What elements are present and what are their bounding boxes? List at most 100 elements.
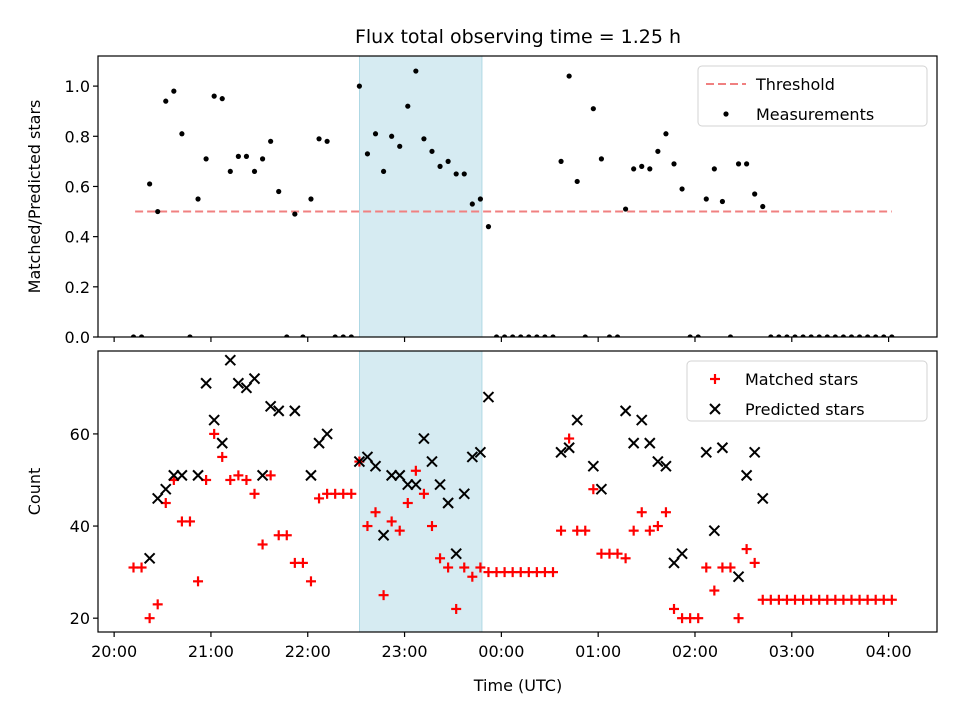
x-b [224, 354, 237, 366]
matched-star-point [636, 507, 647, 518]
measurement-point [138, 334, 145, 337]
matched-star-point [725, 562, 736, 573]
matched-star-point [217, 451, 228, 462]
x-b [748, 446, 761, 459]
matched-star-point [644, 525, 655, 536]
x-b [248, 372, 261, 385]
measurement-point [453, 171, 459, 177]
matched-star-point [265, 470, 276, 481]
series-dot [130, 68, 895, 337]
x-b [200, 377, 212, 389]
measurement-point [163, 98, 169, 104]
matched-star-point [435, 553, 446, 564]
measurement-point [784, 334, 790, 337]
measurement-point [792, 334, 798, 337]
measurement-point [171, 88, 177, 94]
predicted-star-point [313, 437, 325, 449]
predicted-star-point [377, 529, 390, 541]
predicted-star-point [216, 437, 228, 449]
matched-star-point [652, 521, 663, 532]
y-tick-label: 1.0 [65, 77, 90, 96]
measurement-point [719, 198, 726, 205]
x-b [716, 442, 729, 454]
measurement-point [873, 334, 879, 337]
x-tick-label: 04:00 [866, 642, 912, 661]
matched-star-point [475, 562, 486, 573]
x-b [563, 442, 575, 454]
legend-x-b [709, 403, 721, 415]
predicted-star-point [587, 460, 600, 472]
legend-label: Threshold [755, 75, 835, 94]
predicted-star-point [176, 469, 188, 482]
predicted-star-point [716, 442, 729, 454]
measurement-point [155, 208, 161, 215]
measurement-point [518, 334, 524, 337]
x-tick-label: 00:00 [478, 642, 524, 661]
measurement-point [251, 168, 258, 175]
predicted-star-point [450, 547, 462, 560]
measurement-point [461, 171, 467, 177]
predicted-star-point [418, 432, 430, 445]
x-b [732, 571, 745, 583]
x-b [700, 446, 712, 459]
predicted-star-point [305, 469, 317, 482]
measurement-point [671, 161, 677, 167]
plot-area [128, 351, 897, 632]
predicted-star-point [482, 391, 495, 403]
measurement-point [631, 166, 637, 172]
measurement-point [558, 158, 564, 164]
matched-star-point [209, 428, 220, 439]
x-b [458, 488, 470, 500]
matched-star-point [281, 530, 292, 541]
matched-star-point [741, 544, 752, 555]
measurement-point [574, 178, 580, 185]
predicted-star-point [660, 460, 672, 472]
predicted-star-point [595, 483, 608, 495]
predicted-star-point [644, 437, 656, 449]
measurement-point [332, 334, 338, 337]
measurement-point [259, 156, 266, 162]
matched-star-point [612, 548, 623, 559]
measurement-point [695, 334, 701, 337]
x-b [450, 547, 462, 560]
measurement-point [614, 334, 621, 337]
predicted-star-point [563, 442, 575, 454]
predicted-star-point [273, 405, 285, 417]
measurement-point [308, 196, 314, 202]
x-tick-label: 03:00 [769, 642, 815, 661]
y-axis-label: Count [25, 468, 44, 516]
measurement-point [316, 136, 322, 142]
predicted-star-point [240, 382, 253, 394]
matched-star-point [297, 557, 308, 568]
measurement-point [243, 153, 250, 159]
measurement-point [276, 188, 282, 195]
matched-star-point [733, 613, 744, 624]
measurement-point [187, 334, 193, 337]
x-b [757, 492, 769, 505]
predicted-star-point [256, 469, 269, 482]
predicted-star-point [426, 455, 438, 468]
measurement-point [679, 186, 685, 192]
measurement-point [445, 158, 451, 164]
measurement-point [405, 103, 411, 109]
measurement-point [292, 211, 298, 217]
matched-star-point [249, 488, 260, 499]
measurement-point [227, 168, 233, 175]
x-b [394, 469, 406, 482]
matched-star-point [660, 507, 671, 518]
matched-star-point [426, 521, 437, 532]
x-b [474, 446, 487, 459]
measurement-point [808, 334, 814, 337]
measurement-point [421, 136, 427, 142]
x-b [289, 405, 301, 417]
legend-box [697, 65, 928, 127]
measurement-point [364, 151, 371, 157]
x-tick-label: 21:00 [188, 642, 234, 661]
matched-star-point [588, 484, 599, 495]
matched-star-point [709, 585, 720, 596]
x-axis-label: Time (UTC) [473, 676, 562, 695]
measurement-point [340, 334, 346, 337]
measurement-point [824, 334, 830, 337]
measurement-point [768, 334, 774, 337]
matched-star-point [152, 599, 163, 610]
